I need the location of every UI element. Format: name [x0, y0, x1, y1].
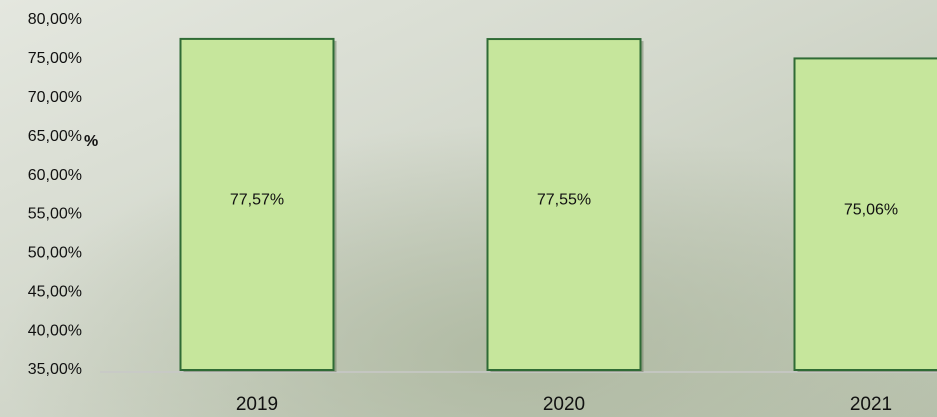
y-tick-label: 65,00% — [28, 128, 82, 145]
value-label: 77,57% — [230, 192, 284, 209]
value-label: 75,06% — [844, 201, 898, 218]
y-tick-label: 45,00% — [28, 283, 82, 300]
x-tick-label: 2019 — [236, 394, 278, 415]
y-tick-label: 55,00% — [28, 206, 82, 223]
page: % 35,00% 40,00% 45,00% 50,00% 55,00% 60,00% 65… — [0, 0, 937, 417]
y-tick-label: 40,00% — [28, 322, 82, 339]
y-tick-label: 60,00% — [28, 167, 82, 184]
y-tick-label: 35,00% — [28, 361, 82, 378]
y-tick-label: 70,00% — [28, 89, 82, 106]
y-axis-label: % — [84, 133, 98, 150]
y-tick-label: 75,00% — [28, 50, 82, 67]
y-tick-label: 80,00% — [28, 11, 82, 28]
chart: % 35,00% 40,00% 45,00% 50,00% 55,00% 60,00% 65… — [0, 0, 937, 417]
value-label: 77,55% — [537, 192, 591, 209]
x-tick-label: 2020 — [543, 394, 585, 415]
y-tick-label: 50,00% — [28, 245, 82, 262]
x-tick-label: 2021 — [850, 394, 892, 415]
